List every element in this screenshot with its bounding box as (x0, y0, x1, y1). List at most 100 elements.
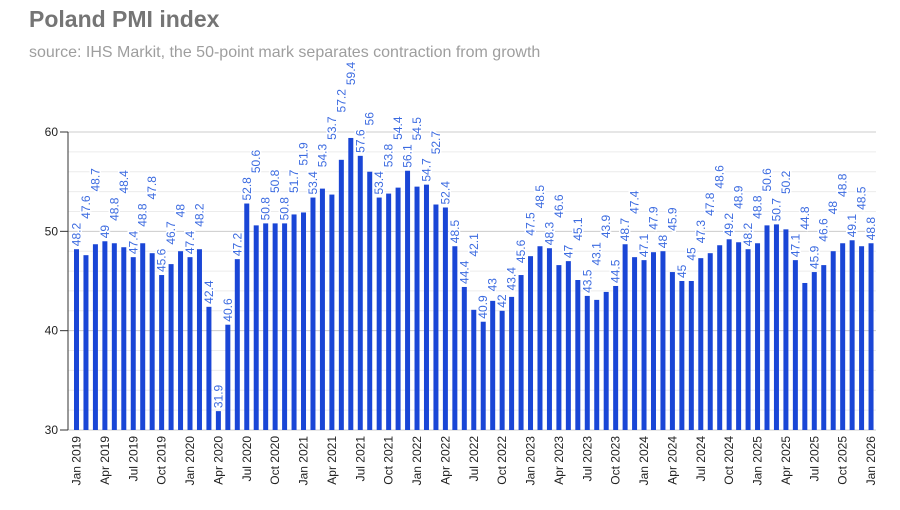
data-label: 46.6 (552, 194, 566, 218)
data-label: 57.6 (353, 129, 367, 153)
bar (102, 241, 108, 430)
data-label: 52.7 (429, 131, 443, 155)
data-label: 52.8 (240, 177, 254, 201)
data-label: 47.4 (126, 230, 140, 254)
bar (215, 411, 221, 430)
data-label: 51.7 (287, 169, 301, 193)
bar (291, 214, 297, 430)
data-label: 54.5 (410, 117, 424, 141)
data-label: 48 (826, 201, 840, 215)
x-tick-label: Apr 2024 (665, 436, 679, 485)
bar (613, 285, 619, 430)
bar (433, 204, 439, 430)
bar (783, 229, 789, 430)
x-tick-label: Apr 2025 (779, 436, 793, 485)
data-label: 44.5 (609, 259, 623, 283)
bar (556, 265, 562, 430)
data-label: 44.4 (457, 260, 471, 284)
bar (726, 239, 732, 430)
bar (442, 207, 448, 430)
x-tick-label: Oct 2023 (609, 436, 623, 485)
data-label: 50.2 (779, 170, 793, 194)
bar (206, 306, 212, 430)
bar (423, 184, 429, 430)
bar (168, 264, 174, 430)
data-label: 45.9 (665, 207, 679, 231)
bar (499, 310, 505, 430)
data-label: 50.6 (760, 168, 774, 192)
data-label: 43 (486, 278, 500, 292)
x-tick-label: Oct 2019 (155, 436, 169, 485)
bar (480, 321, 486, 430)
bar (159, 275, 165, 430)
bar (859, 246, 865, 430)
bar (83, 255, 89, 430)
data-label: 48.8 (864, 217, 878, 241)
bar (301, 212, 307, 430)
data-label: 48.8 (136, 203, 150, 227)
bar (632, 257, 638, 430)
bar (338, 159, 344, 430)
x-tick-label: Oct 2024 (722, 436, 736, 485)
data-label: 57.2 (334, 89, 348, 113)
bar (840, 243, 846, 430)
bar (357, 155, 363, 430)
chart-subtitle: source: IHS Markit, the 50-point mark se… (29, 44, 541, 61)
bar (792, 260, 798, 430)
y-tick-label: 40 (45, 324, 59, 338)
x-tick-label: Apr 2019 (98, 436, 112, 485)
x-tick-label: Jan 2021 (297, 436, 311, 486)
bar (707, 253, 713, 430)
x-tick-label: Oct 2021 (382, 436, 396, 485)
data-label: 48.8 (836, 173, 850, 197)
bar (386, 193, 392, 430)
bar (282, 223, 288, 430)
bar (537, 246, 543, 430)
bar (376, 197, 382, 430)
data-label: 47.5 (524, 212, 538, 236)
data-label: 48 (656, 235, 670, 249)
bar (111, 243, 117, 430)
bar (272, 223, 278, 430)
bar (253, 225, 259, 430)
bar (310, 197, 316, 430)
data-label: 42.1 (467, 233, 481, 257)
x-tick-label: Oct 2020 (268, 436, 282, 485)
x-tick-label: Oct 2025 (836, 436, 850, 485)
bar (121, 247, 127, 430)
data-label: 48.7 (88, 168, 102, 192)
bar (130, 257, 136, 430)
bar (187, 257, 193, 430)
data-label: 47.1 (788, 233, 802, 257)
y-tick-label: 50 (45, 224, 59, 238)
bar (660, 251, 666, 430)
data-label: 50.8 (259, 197, 273, 221)
bar (868, 243, 874, 430)
data-label: 56 (363, 112, 377, 126)
bar (367, 171, 373, 430)
bar (348, 137, 354, 430)
data-label: 47.2 (230, 232, 244, 256)
bar (773, 224, 779, 430)
chart-title: Poland PMI index (29, 6, 220, 32)
data-label: 49.1 (845, 214, 859, 238)
data-label: 48.8 (107, 197, 121, 221)
data-label: 48.5 (533, 185, 547, 209)
bar (405, 170, 411, 431)
data-label: 31.9 (211, 384, 225, 408)
data-label: 50.7 (769, 198, 783, 222)
bar (490, 300, 496, 430)
x-tick-label: Oct 2022 (495, 436, 509, 485)
data-label: 47.4 (183, 230, 197, 254)
x-tick-label: Apr 2023 (552, 436, 566, 485)
data-label: 47.6 (79, 195, 93, 219)
bar (849, 240, 855, 430)
x-tick-label: Jan 2022 (410, 436, 424, 486)
data-label: 42.4 (202, 280, 216, 304)
data-label: 48.2 (70, 223, 84, 247)
x-tick-label: Jan 2019 (70, 436, 84, 486)
x-tick-label: Apr 2021 (325, 436, 339, 485)
x-tick-label: Jul 2025 (807, 436, 821, 482)
bar (196, 249, 202, 430)
bar (717, 245, 723, 430)
